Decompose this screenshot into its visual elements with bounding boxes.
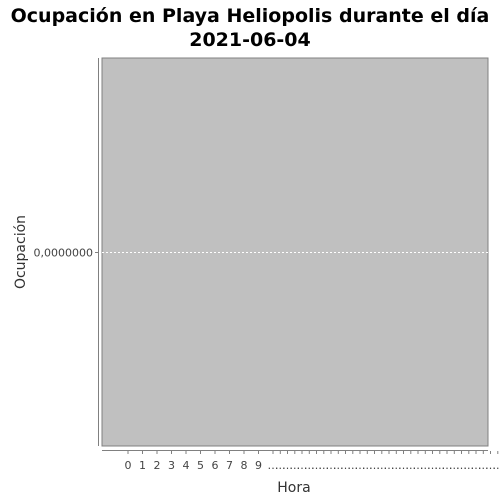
y-axis-label: Ocupación [13,215,29,289]
x-tick-label: … [289,459,300,472]
x-tick-label: 6 [212,459,219,472]
x-tick-label: 8 [241,459,248,472]
x-tick-label: 4 [183,459,190,472]
x-tick-label: … [369,459,380,472]
chart-title: Ocupación en Playa Heliopolis durante el… [11,5,490,27]
y-axis-ticks: 0,0000000 [34,247,98,260]
x-tick-label: … [318,459,329,472]
x-tick-label: … [478,459,489,472]
x-tick-label: … [333,459,344,472]
x-tick-label: … [492,459,500,472]
x-tick-label: … [347,459,358,472]
y-tick-label: 0,0000000 [34,247,94,260]
x-tick-label: … [362,459,373,472]
x-tick-label: … [355,459,366,472]
x-tick-label: … [304,459,315,472]
x-tick-label: … [376,459,387,472]
x-tick-label: … [485,459,496,472]
x-tick-label: 3 [168,459,175,472]
x-tick-label: … [326,459,337,472]
x-tick-label: 0 [125,459,132,472]
x-tick-label: … [268,459,279,472]
x-tick-label: 7 [226,459,233,472]
x-tick-label: … [282,459,293,472]
x-tick-label: … [442,459,453,472]
x-axis-label: Hora [277,480,310,496]
x-tick-label: … [456,459,467,472]
x-tick-label: … [420,459,431,472]
x-tick-label: … [463,459,474,472]
x-tick-label: … [449,459,460,472]
x-tick-label: … [297,459,308,472]
x-tick-label: … [384,459,395,472]
chart-subtitle: 2021-06-04 [189,29,311,51]
x-tick-label: … [311,459,322,472]
x-axis-ticks: 0 1 2 3 4 5 6 7 8 9………………………………………………………………………………… [125,451,500,472]
x-tick-label: … [405,459,416,472]
x-tick-label: … [427,459,438,472]
x-tick-label: … [398,459,409,472]
x-tick-label: … [275,459,286,472]
x-tick-label: 9 [255,459,262,472]
x-tick-label: 5 [197,459,204,472]
x-tick-label: 1 [139,459,146,472]
x-tick-label: … [471,459,482,472]
x-tick-label: … [391,459,402,472]
x-tick-label: … [340,459,351,472]
x-tick-label: … [434,459,445,472]
x-tick-label: … [413,459,424,472]
x-tick-label: 2 [154,459,161,472]
